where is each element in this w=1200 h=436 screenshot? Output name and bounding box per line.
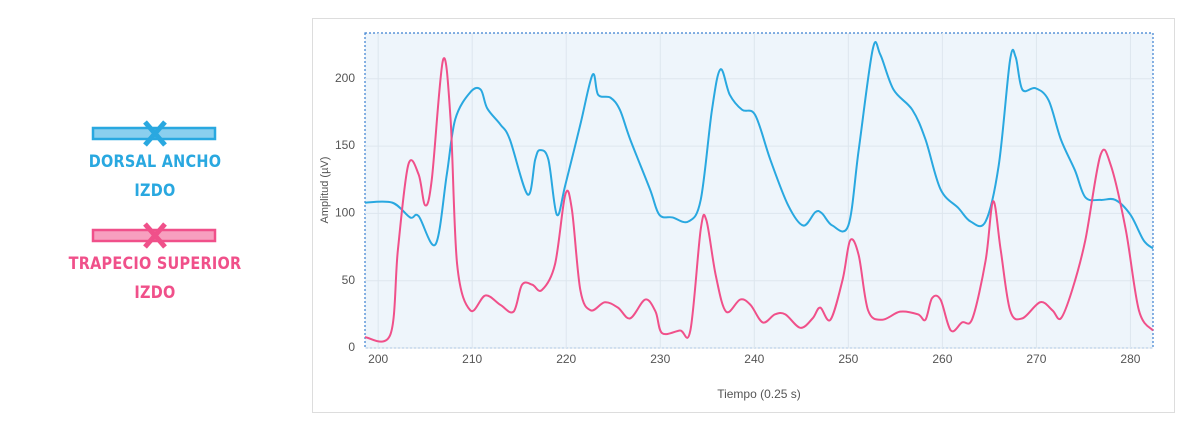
y-tick-label: 50 (342, 273, 356, 287)
x-tick-label: 250 (838, 352, 858, 366)
legend-item: TRAPECIO SUPERIOR IZDO (50, 222, 260, 308)
x-tick-label: 200 (368, 352, 388, 366)
x-tick-label: 220 (556, 352, 576, 366)
y-axis-label: Amplitud (µV) (319, 157, 331, 224)
x-tick-label: 260 (932, 352, 952, 366)
y-tick-label: 0 (348, 340, 355, 354)
y-tick-label: 100 (335, 206, 355, 220)
y-tick-label: 150 (335, 138, 355, 152)
legend-item: DORSAL ANCHO IZDO (50, 120, 260, 206)
x-tick-label: 210 (462, 352, 482, 366)
legend-label: DORSAL ANCHO IZDO (88, 152, 222, 201)
y-tick-label: 200 (335, 71, 355, 85)
x-tick-label: 230 (650, 352, 670, 366)
series-line (364, 57, 1154, 343)
series-line (364, 41, 1154, 250)
x-tick-label: 280 (1120, 352, 1140, 366)
legend-icon (91, 222, 217, 249)
legend-icon-part (91, 126, 217, 141)
plot-area (364, 32, 1154, 349)
x-tick-label: 240 (744, 352, 764, 366)
x-tick-label: 270 (1026, 352, 1046, 366)
x-axis-label: Tiempo (0.25 s) (717, 387, 801, 401)
legend-label: TRAPECIO SUPERIOR IZDO (68, 254, 242, 303)
legend-icon-part (143, 120, 167, 147)
legend-icon-part (91, 228, 217, 243)
legend-icon-part (143, 222, 167, 249)
legend-icon (91, 120, 217, 147)
